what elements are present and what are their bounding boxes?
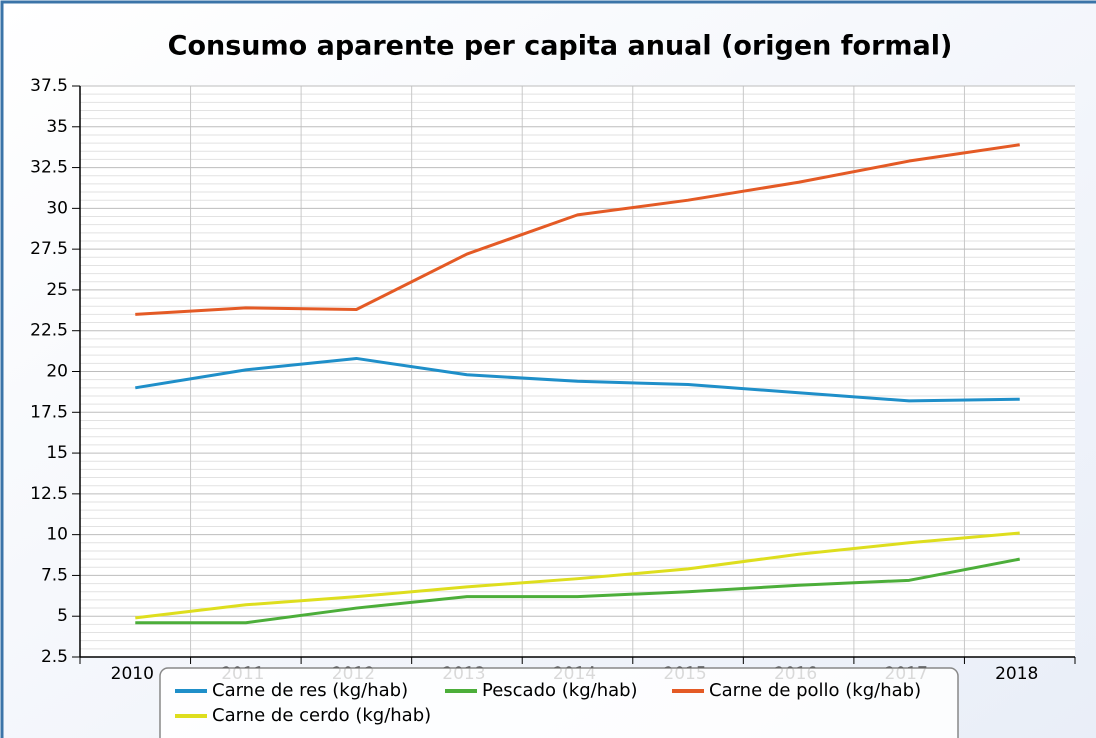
y-tick-label: 32.5 xyxy=(30,158,68,178)
y-tick-label: 27.5 xyxy=(30,239,68,259)
y-tick-label: 12.5 xyxy=(30,484,68,504)
legend-label: Pescado (kg/hab) xyxy=(482,680,638,701)
y-tick-label: 10 xyxy=(46,525,68,545)
y-tick-label: 35 xyxy=(46,117,68,137)
y-tick-label: 17.5 xyxy=(30,402,68,422)
y-tick-label: 37.5 xyxy=(30,76,68,96)
series-line xyxy=(135,531,1020,620)
series-line xyxy=(135,557,1021,625)
legend-label: Carne de res (kg/hab) xyxy=(212,680,408,701)
legend-label: Carne de pollo (kg/hab) xyxy=(709,680,921,701)
y-tick-label: 22.5 xyxy=(30,321,68,341)
y-tick-label: 7.5 xyxy=(41,565,68,585)
legend-label: Carne de cerdo (kg/hab) xyxy=(212,705,431,726)
y-tick-label: 20 xyxy=(46,362,68,382)
y-tick-label: 15 xyxy=(46,443,68,463)
y-tick-label: 2.5 xyxy=(41,647,68,667)
series-line xyxy=(135,356,1020,403)
x-tick-label: 2010 xyxy=(111,664,154,684)
series-line xyxy=(135,143,1020,316)
x-tick-label: 2018 xyxy=(995,664,1038,684)
y-tick-label: 25 xyxy=(46,280,68,300)
y-tick-label: 30 xyxy=(46,198,68,218)
y-tick-label: 5 xyxy=(57,606,68,626)
legend-box xyxy=(159,667,959,738)
chart-title: Consumo aparente per capita anual (orige… xyxy=(168,31,953,62)
